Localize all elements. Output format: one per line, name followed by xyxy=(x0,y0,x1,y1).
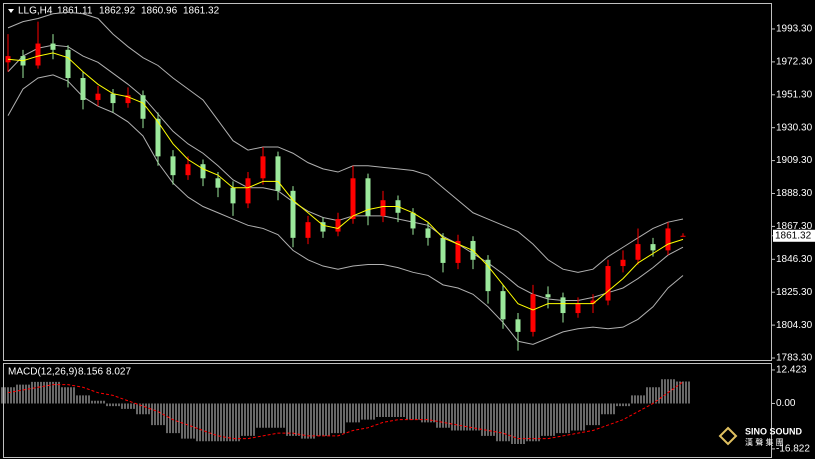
y-tick-label: 12.423 xyxy=(776,365,807,376)
candle-body xyxy=(560,297,566,314)
candle-body xyxy=(245,178,251,204)
moving-average xyxy=(7,52,684,311)
ohlc-header: 1861.11 1862.92 1860.96 1861.32 xyxy=(57,6,220,17)
candle-body xyxy=(170,156,176,176)
y-tick-label: 0.00 xyxy=(776,398,796,409)
macd-header: 8.156 8.027 xyxy=(78,367,131,378)
y-tick-label: 1930.30 xyxy=(776,122,813,133)
macd-value: 8.156 xyxy=(78,367,103,378)
candle-body xyxy=(500,291,506,320)
band-upper xyxy=(7,11,684,273)
header-value: 1862.92 xyxy=(99,6,136,17)
logo-brand: SINO SOUND xyxy=(745,426,803,436)
y-tick-label: 1783.30 xyxy=(776,353,813,364)
candle-body xyxy=(35,43,41,66)
logo-sub: 漢 聲 集 團 xyxy=(745,437,784,447)
candle-body xyxy=(485,259,491,292)
y-tick-label: 1951.30 xyxy=(776,89,813,100)
macd-signal xyxy=(7,381,684,440)
macd-pane xyxy=(3,363,772,458)
candle-body xyxy=(365,178,371,216)
candle-body xyxy=(635,244,641,260)
candle-body xyxy=(530,294,536,332)
y-tick-label: 1867.30 xyxy=(776,221,813,232)
y-tick-label: 1825.30 xyxy=(776,287,813,298)
candle-body xyxy=(575,303,581,314)
candle-body xyxy=(215,178,221,188)
band-middle xyxy=(7,44,684,302)
symbol-title: LLG,H4 xyxy=(18,6,53,17)
candle-body xyxy=(65,49,71,79)
y-tick-label: 1846.30 xyxy=(776,254,813,265)
candle-body xyxy=(665,228,671,251)
candle-body xyxy=(80,78,86,100)
candle-body xyxy=(185,164,191,176)
candle-body xyxy=(230,187,236,204)
logo: SINO SOUND 漢 聲 集 團 xyxy=(718,426,803,447)
candle-body xyxy=(320,222,326,232)
candle-body xyxy=(350,178,356,220)
candle-body xyxy=(260,156,266,179)
y-tick-label: 1993.30 xyxy=(776,24,813,35)
candle-body xyxy=(650,244,656,251)
candle-body xyxy=(440,237,446,263)
main-pane xyxy=(3,3,772,361)
signal-value: 8.027 xyxy=(106,367,131,378)
candle-body xyxy=(5,56,11,63)
y-tick-label: -16.822 xyxy=(776,444,810,455)
logo-icon xyxy=(718,426,738,446)
header-value: 1860.96 xyxy=(141,6,178,17)
candle-body xyxy=(95,93,101,100)
candle-body xyxy=(605,266,611,301)
candle-body xyxy=(410,212,416,229)
band-lower xyxy=(7,74,684,345)
candle-body xyxy=(380,200,386,216)
candle-body xyxy=(335,219,341,232)
candle-body xyxy=(545,294,551,298)
candle-body xyxy=(515,319,521,332)
candle-body xyxy=(155,118,161,157)
price-tag xyxy=(773,229,815,242)
candle-body xyxy=(50,43,56,50)
candle-body xyxy=(425,228,431,238)
y-tick-label: 1804.30 xyxy=(776,320,813,331)
y-tick-label: 1909.30 xyxy=(776,155,813,166)
candle-body xyxy=(680,235,686,237)
candle-body xyxy=(290,190,296,238)
candle-body xyxy=(125,95,131,104)
header-value: 1861.11 xyxy=(57,6,93,17)
macd-title: MACD(12,26,9) xyxy=(8,367,77,378)
candle-body xyxy=(455,240,461,263)
candle-body xyxy=(590,300,596,304)
candle-body xyxy=(620,259,626,267)
candle-body xyxy=(275,156,281,191)
candle-body xyxy=(305,222,311,238)
menu-arrow[interactable] xyxy=(8,9,14,13)
candle-body xyxy=(200,164,206,179)
y-tick-label: 1972.30 xyxy=(776,57,813,68)
header-value: 1861.32 xyxy=(183,6,220,17)
y-tick-label: 1888.30 xyxy=(776,188,813,199)
candle-body xyxy=(140,95,146,119)
price-tag-label: 1861.32 xyxy=(775,230,812,241)
candle-body xyxy=(110,93,116,104)
